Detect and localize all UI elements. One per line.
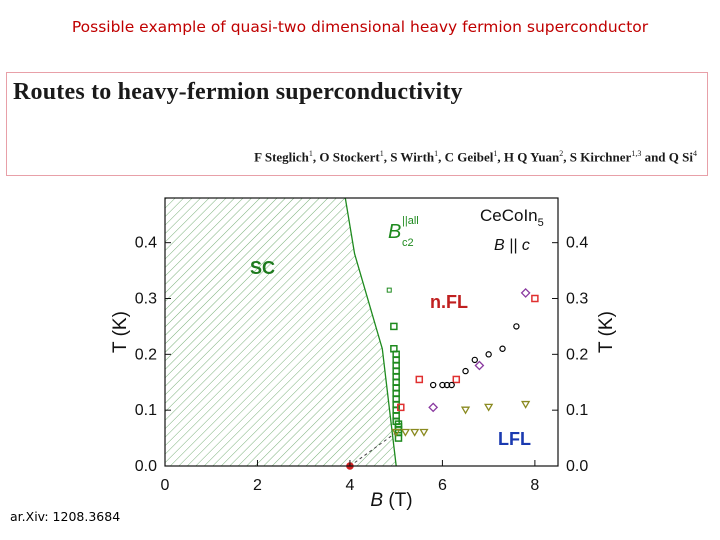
data-point-diamond xyxy=(520,287,531,298)
data-point-triangle xyxy=(484,403,494,412)
lfl-region-label: LFL xyxy=(498,429,531,449)
author-affiliation: 4 xyxy=(693,149,697,158)
paper-title: Routes to heavy-fermion superconductivit… xyxy=(13,79,463,105)
x-axis-label: B (T) xyxy=(370,490,412,510)
data-point-circle xyxy=(462,367,469,375)
paper-authors: F Steglich1, O Stockert1, S Wirth1, C Ge… xyxy=(254,149,697,165)
x-axis-symbol: B xyxy=(370,490,383,510)
author-affiliation: 1 xyxy=(308,149,313,158)
y-tick-label-right: 0.2 xyxy=(566,346,588,363)
y-tick-label-right: 0.0 xyxy=(566,458,588,475)
bc2-label: B xyxy=(388,221,401,243)
y-axis-label-right: T (K) xyxy=(596,311,617,353)
data-point-square xyxy=(531,294,539,303)
data-point-triangle xyxy=(400,428,411,437)
field-orientation-label: B || c xyxy=(494,237,530,254)
x-tick-label: 2 xyxy=(253,477,262,494)
author-name: C Geibel xyxy=(444,149,494,165)
data-point-circle xyxy=(499,345,506,352)
author-name: S Kirchner xyxy=(569,149,632,165)
bc2-subscript: c2 xyxy=(402,237,414,249)
bc2-superscript: ||all xyxy=(402,215,419,227)
data-point-circle xyxy=(471,356,478,364)
y-tick-label-right: 0.3 xyxy=(566,291,588,308)
data-point-circle xyxy=(485,351,492,358)
data-point-triangle xyxy=(460,406,471,415)
author-name: S Wirth xyxy=(390,149,435,165)
data-point-square xyxy=(394,434,403,442)
slide-title: Possible example of quasi-two dimensiona… xyxy=(71,18,649,36)
data-point-triangle xyxy=(410,428,420,437)
y-tick-label-left: 0.4 xyxy=(135,235,157,252)
paper-header-box: Routes to heavy-fermion superconductivit… xyxy=(6,72,708,176)
y-tick-label-left: 0.3 xyxy=(135,291,157,308)
material-subscript: 5 xyxy=(538,217,544,229)
author-affiliation: 1 xyxy=(379,149,384,158)
data-point-diamond xyxy=(474,360,485,371)
x-tick-label: 0 xyxy=(161,477,170,494)
y-tick-label-right: 0.1 xyxy=(566,402,588,419)
data-point-triangle xyxy=(419,428,429,437)
x-tick-label: 4 xyxy=(345,477,354,494)
author-affiliation: 1,3 xyxy=(631,149,642,158)
author-affiliation: 2 xyxy=(559,149,564,158)
data-point-square-small xyxy=(386,287,392,293)
x-tick-label: 8 xyxy=(530,477,539,494)
nfl-region-label: n.FL xyxy=(430,292,468,312)
arxiv-citation: ar.Xiv: 1208.3684 xyxy=(10,509,121,524)
sc-boundary-line xyxy=(344,197,397,467)
sc-region-hatch xyxy=(165,198,397,466)
data-point-square xyxy=(390,322,398,331)
data-point-circle xyxy=(429,381,437,389)
data-point-circle xyxy=(448,381,455,389)
y-tick-label-right: 0.4 xyxy=(566,235,588,252)
author-affiliation: 1 xyxy=(493,149,498,158)
sc-region-label: SC xyxy=(250,258,275,278)
data-point-square xyxy=(397,403,405,412)
y-axis-label-left: T (K) xyxy=(110,311,131,353)
author-name: H Q Yuan xyxy=(503,149,560,165)
material-label: CeCoIn5 xyxy=(480,206,544,229)
author-name: F Steglich xyxy=(254,149,309,165)
plot-frame xyxy=(164,197,559,467)
data-point-circle xyxy=(513,323,520,330)
y-tick-label-left: 0.0 xyxy=(135,458,157,475)
data-point-diamond xyxy=(428,402,439,413)
data-point-triangle xyxy=(391,428,401,437)
author-name: O Stockert xyxy=(319,149,380,165)
data-point-square xyxy=(452,375,461,384)
author-name: Q Si xyxy=(668,149,693,165)
data-point-square xyxy=(415,375,424,384)
x-tick-label: 6 xyxy=(438,477,447,494)
y-tick-label-left: 0.2 xyxy=(135,346,157,363)
y-tick-label-left: 0.1 xyxy=(135,402,157,419)
data-point-triangle xyxy=(521,400,531,409)
phase-diagram: 0 2 4 6 8 0.0 0.0 0.1 0.1 0.2 0.2 0.3 0.3 0.4 0.4 T (K)… xyxy=(110,197,617,510)
author-affiliation: 1 xyxy=(434,149,439,158)
